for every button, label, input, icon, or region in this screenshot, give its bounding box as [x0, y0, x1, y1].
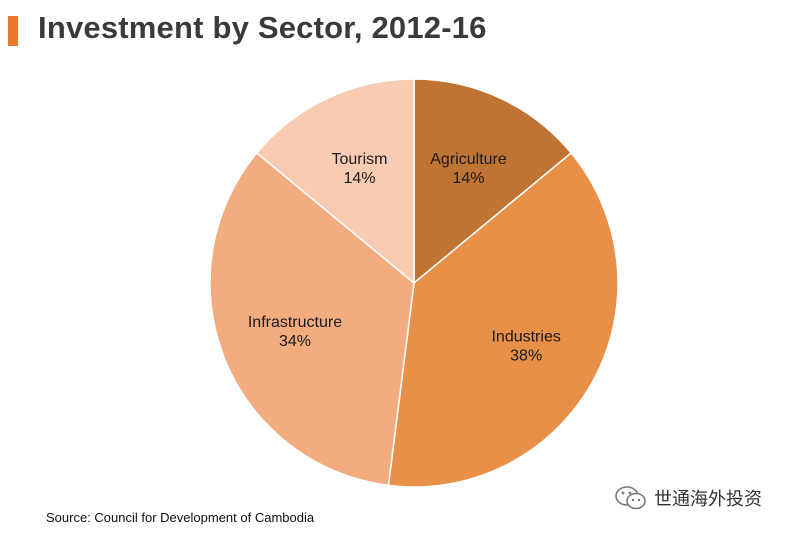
slice-label-infrastructure: Infrastructure	[248, 314, 342, 331]
slice-value-industries: 38%	[510, 348, 542, 365]
slice-label-industries: Industries	[491, 329, 560, 346]
slice-value-agriculture: 14%	[452, 170, 484, 187]
slice-value-tourism: 14%	[343, 170, 375, 187]
source-note: Source: Council for Development of Cambo…	[46, 510, 315, 525]
pie-slice-industries	[387, 151, 619, 488]
slice-label-tourism: Tourism	[331, 151, 387, 168]
watermark-text: 世通海外投资	[654, 489, 762, 509]
slice-label-agriculture: Agriculture	[430, 151, 507, 168]
wechat-icon	[615, 486, 646, 510]
pie-slice-infrastructure	[209, 151, 415, 487]
watermark: 世通海外投资	[614, 484, 762, 512]
pie-slice-tourism	[255, 78, 415, 285]
pie-slice-agriculture	[413, 78, 573, 285]
title-accent-bar	[8, 16, 18, 46]
chart-title: Investment by Sector, 2012-16	[38, 10, 487, 45]
slice-value-infrastructure: 34%	[279, 333, 311, 350]
